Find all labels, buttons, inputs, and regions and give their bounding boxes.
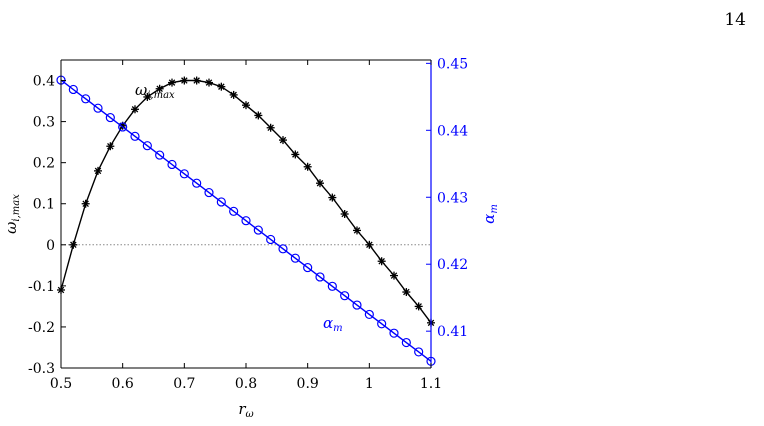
y-right-tick-label: 0.41 <box>437 324 468 340</box>
data-point-circle <box>401 337 411 348</box>
data-point-circle <box>93 103 103 113</box>
data-point-asterisk <box>303 162 312 171</box>
y-right-tick-label: 0.43 <box>437 190 468 206</box>
data-point-asterisk <box>291 150 300 159</box>
data-point-asterisk <box>254 111 263 120</box>
data-point-asterisk <box>266 123 275 132</box>
data-point-asterisk <box>81 199 90 208</box>
data-point-asterisk <box>131 105 139 114</box>
data-point-asterisk <box>353 226 361 235</box>
y-left-tick-label: 0 <box>46 238 55 254</box>
data-point-asterisk <box>94 166 102 175</box>
axes-layer: 0.5 0.6 0.7 0.8 0.9 1 1.1 -0.3 -0.2 -0.1 0 0.1 0.2 0.… <box>28 56 468 392</box>
x-tick-label: 0.8 <box>235 376 257 392</box>
data-point-circle <box>155 150 165 160</box>
y-left-tick-label: 0.1 <box>33 197 55 213</box>
x-tick-label: 0.6 <box>112 376 134 392</box>
data-point-circle <box>377 319 387 329</box>
data-point-circle <box>216 197 226 207</box>
labels-layer: rω ωi,max αm ωi,max αm <box>2 81 500 420</box>
series-label-omega: ωi,max <box>135 81 175 101</box>
data-point-circle <box>315 272 325 282</box>
data-point-asterisk <box>192 76 201 85</box>
data-point-asterisk <box>168 78 176 87</box>
series-label-alpha: αm <box>323 314 343 334</box>
data-point-asterisk <box>414 302 423 311</box>
data-point-asterisk <box>143 92 152 101</box>
series-line-0 <box>60 79 432 324</box>
x-tick-label: 0.5 <box>50 376 72 392</box>
y-right-tick-label: 0.42 <box>437 257 468 273</box>
data-point-asterisk <box>365 240 374 249</box>
data-point-asterisk <box>205 78 213 87</box>
data-point-circle <box>241 216 251 226</box>
y-left-tick-label: -0.3 <box>28 361 55 377</box>
x-axis-title: rω <box>238 400 253 420</box>
data-point-asterisk <box>229 90 238 99</box>
data-point-circle <box>118 122 128 132</box>
data-point-circle <box>81 94 91 104</box>
series-line-1 <box>60 79 432 362</box>
data-point-asterisk <box>242 101 250 110</box>
data-point-circle <box>352 300 362 310</box>
data-point-asterisk <box>377 257 386 266</box>
page-number: 14 <box>724 10 746 30</box>
y-right-tick-label: 0.44 <box>437 123 468 139</box>
y-right-tick-label: 0.45 <box>437 56 468 72</box>
data-point-circle <box>105 112 115 123</box>
x-tick-label: 0.9 <box>297 376 319 392</box>
data-point-circle <box>278 244 288 254</box>
data-point-asterisk <box>402 288 411 297</box>
data-point-circle <box>179 169 189 179</box>
y-left-tick-label: 0.3 <box>33 115 55 131</box>
data-point-asterisk <box>390 271 398 280</box>
data-point-asterisk <box>340 210 349 218</box>
data-point-circle <box>414 347 424 357</box>
data-point-circle <box>303 262 313 273</box>
data-point-asterisk <box>316 179 324 188</box>
data-point-circle <box>142 141 152 151</box>
y-left-tick-label: -0.1 <box>28 279 55 295</box>
data-point-asterisk <box>217 82 226 91</box>
x-tick-label: 0.7 <box>173 376 195 392</box>
y-left-tick-label: -0.2 <box>28 320 55 336</box>
data-point-circle <box>192 178 202 188</box>
data-point-circle <box>204 187 214 198</box>
data-point-circle <box>167 159 177 170</box>
data-point-asterisk <box>279 136 287 145</box>
data-point-circle <box>253 225 263 235</box>
y-left-tick-label: 0.4 <box>33 74 55 90</box>
data-point-asterisk <box>106 142 115 151</box>
data-point-circle <box>340 291 350 301</box>
data-point-circle <box>68 84 78 95</box>
data-point-circle <box>130 131 140 141</box>
data-point-circle <box>327 281 337 291</box>
data-point-asterisk <box>328 193 337 202</box>
data-point-circle <box>364 309 374 320</box>
series-layer <box>56 75 436 366</box>
x-tick-label: 1.1 <box>420 376 442 392</box>
data-point-asterisk <box>180 76 189 85</box>
data-point-circle <box>389 328 399 338</box>
data-point-circle <box>290 253 300 263</box>
y-right-axis-title: αm <box>480 204 500 224</box>
x-tick-label: 1 <box>365 376 374 392</box>
y-left-axis-title: ωi,max <box>2 194 22 234</box>
data-point-circle <box>266 234 276 245</box>
data-point-asterisk <box>155 84 164 93</box>
data-point-asterisk <box>69 240 78 249</box>
data-point-circle <box>229 206 239 216</box>
y-left-tick-label: 0.2 <box>33 156 55 172</box>
